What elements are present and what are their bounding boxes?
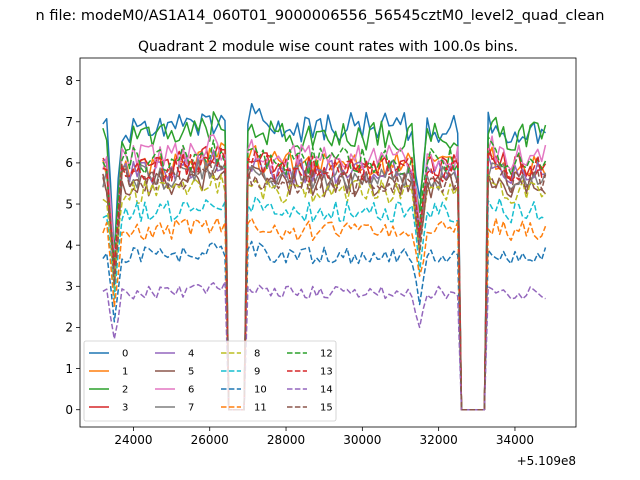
- y-tick-label: 6: [65, 156, 73, 170]
- legend-label-13: 13: [320, 367, 333, 378]
- x-tick-label: 24000: [114, 433, 152, 447]
- legend-label-12: 12: [320, 349, 333, 360]
- legend-label-4: 4: [188, 349, 194, 360]
- y-axis: 0 1 2 3 4 5 6 7 8: [65, 74, 80, 417]
- legend-label-2: 2: [122, 385, 128, 396]
- legend-label-1: 1: [122, 367, 128, 378]
- legend-label-10: 10: [254, 385, 267, 396]
- legend-label-3: 3: [122, 403, 128, 414]
- plot-frame: [79, 57, 577, 428]
- y-tick-label: 4: [65, 238, 73, 252]
- legend-label-8: 8: [254, 349, 260, 360]
- y-tick-label: 5: [65, 197, 73, 211]
- legend-label-14: 14: [320, 385, 333, 396]
- x-tick-label: 34000: [496, 433, 534, 447]
- y-tick-label: 1: [65, 362, 73, 376]
- legend-label-6: 6: [188, 385, 194, 396]
- x-tick-label: 32000: [420, 433, 458, 447]
- series-15-line: [102, 161, 547, 411]
- legend-label-5: 5: [188, 367, 194, 378]
- legend-label-9: 9: [254, 367, 260, 378]
- legend-label-7: 7: [188, 403, 194, 414]
- x-tick-label: 28000: [267, 433, 305, 447]
- figure-suptitle: n file: modeM0/AS1A14_060T01_9000006556_…: [36, 8, 605, 24]
- series-layer: [102, 102, 547, 411]
- legend-box: [83, 340, 337, 422]
- y-tick-label: 0: [65, 403, 73, 417]
- chart-title: Quadrant 2 module wise count rates with …: [138, 39, 518, 55]
- y-tick-label: 2: [65, 321, 73, 335]
- y-tick-label: 8: [65, 74, 73, 88]
- legend-label-11: 11: [254, 403, 267, 414]
- x-tick-label: 30000: [343, 433, 381, 447]
- legend-label-0: 0: [122, 349, 128, 360]
- x-axis: 24000 26000 28000 30000 32000 34000: [114, 427, 534, 447]
- y-tick-label: 7: [65, 115, 73, 129]
- x-tick-label: 26000: [191, 433, 229, 447]
- legend-label-15: 15: [320, 403, 333, 414]
- series-14-line: [102, 280, 546, 411]
- x-axis-offset-label: +5.109e8: [517, 454, 576, 468]
- y-tick-label: 3: [65, 280, 73, 294]
